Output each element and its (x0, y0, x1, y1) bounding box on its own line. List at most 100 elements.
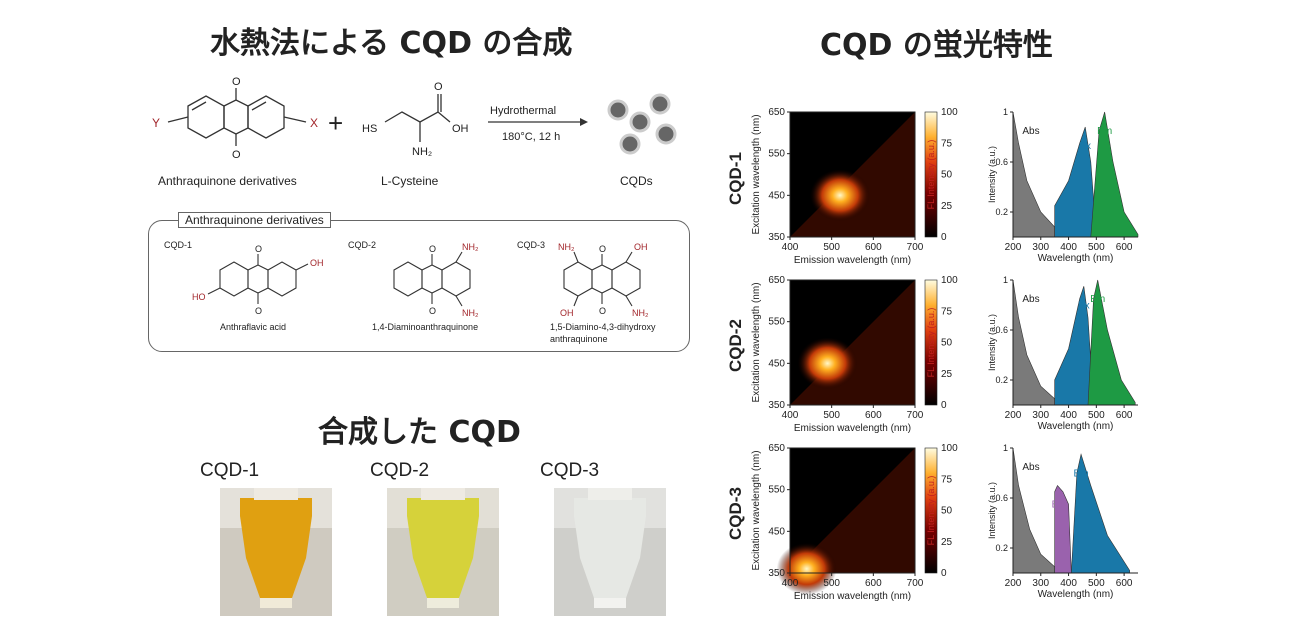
y-tick-label: 1 (1003, 443, 1008, 453)
x-axis-label: Wavelength (nm) (1038, 421, 1114, 432)
colorbar-tick-label: 75 (941, 474, 953, 485)
legend-em: Em (1090, 294, 1105, 305)
x-axis-label: Emission wavelength (nm) (794, 255, 911, 266)
y-tick-label: 650 (768, 443, 785, 454)
colorbar-tick-label: 75 (941, 306, 953, 317)
svg-text:NH₂: NH₂ (558, 242, 575, 252)
svg-text:OH: OH (634, 242, 648, 252)
y-tick-label: 1 (1003, 107, 1008, 117)
x-tick-label: 500 (1088, 242, 1105, 253)
spectrum-cqd3: Abs Ex Em 200 300 400 500 600 0.2 0.6 1 Wavelength … (987, 443, 1138, 600)
y-tick-label: 350 (768, 568, 785, 579)
x-tick-label: 600 (1116, 410, 1133, 421)
deriv-name-1: Anthraflavic acid (220, 322, 286, 332)
cqd-particles-icon (607, 93, 677, 155)
legend-abs: Abs (1022, 126, 1039, 137)
colorbar-tick-label: 100 (941, 443, 958, 454)
x-tick-label: 600 (865, 578, 882, 589)
heatmap-peak (810, 169, 870, 222)
plus-sign: + (328, 108, 343, 138)
y-tick-label: 350 (768, 232, 785, 243)
svg-text:O: O (255, 244, 262, 254)
deriv-id-1: CQD-1 (164, 240, 192, 250)
colorbar-tick-label: 50 (941, 506, 953, 517)
colorbar-label: FL Intensity (a.u.) (926, 308, 936, 378)
vial-label-2: CQD-2 (370, 460, 430, 481)
svg-text:O: O (255, 306, 262, 316)
legend-ex: Ex (1052, 500, 1064, 511)
derivatives-box-title: Anthraquinone derivatives (178, 212, 331, 228)
reaction-scheme: O O Y X Anthraquinone derivatives + HS O… (152, 76, 677, 188)
vial-label-3: CQD-3 (540, 460, 600, 481)
synthesis-title: 水熱法による CQD の合成 (210, 26, 573, 61)
legend-em: Em (1074, 468, 1089, 479)
fluorescence-title: CQD の蛍光特性 (820, 28, 1053, 63)
colorbar-tick-label: 100 (941, 107, 958, 118)
colorbar (924, 279, 938, 406)
heatmap-frame (789, 447, 916, 574)
y-tick-label: 0.2 (995, 375, 1008, 385)
y-tick-label: 0.6 (995, 325, 1008, 335)
x-tick-label: 400 (1060, 578, 1077, 589)
reactant2-label: L-Cysteine (381, 174, 439, 188)
condition-top: Hydrothermal (490, 105, 556, 117)
svg-text:NH₂: NH₂ (632, 308, 649, 318)
colorbar (924, 111, 938, 238)
x-axis-label: Wavelength (nm) (1038, 589, 1114, 600)
svg-text:NH₂: NH₂ (462, 242, 479, 252)
legend-em: Em (1097, 126, 1112, 137)
colorbar-tick-label: 50 (941, 338, 953, 349)
deriv-name-3: 1,5-Diamino-4,3-dihydroxy (550, 322, 656, 332)
x-axis-label: Emission wavelength (nm) (794, 591, 911, 602)
vial-photo-3 (554, 488, 666, 616)
y-axis-label: Excitation wavelength (nm) (751, 114, 762, 234)
heatmap-frame (789, 279, 916, 406)
y-axis-label: Excitation wavelength (nm) (751, 282, 762, 402)
substituent-x: X (310, 116, 318, 130)
legend-ex: Ex (1078, 300, 1090, 311)
svg-text:O: O (599, 244, 606, 254)
x-axis-label: Emission wavelength (nm) (794, 423, 911, 434)
x-tick-label: 600 (1116, 578, 1133, 589)
x-tick-label: 500 (1088, 410, 1105, 421)
x-tick-label: 300 (1032, 410, 1049, 421)
legend-abs: Abs (1022, 462, 1039, 473)
x-tick-label: 300 (1032, 242, 1049, 253)
vial-photo-1 (220, 488, 332, 616)
x-tick-label: 500 (823, 242, 840, 253)
x-tick-label: 700 (907, 242, 924, 253)
colorbar-tick-label: 50 (941, 170, 953, 181)
vial-photo-2 (387, 488, 499, 616)
legend-abs: Abs (1022, 294, 1039, 305)
svg-text:OH: OH (310, 258, 324, 268)
row-label-3: CQD-3 (726, 487, 745, 540)
row-label-1: CQD-1 (726, 152, 745, 205)
cysteine-hs: HS (362, 123, 377, 135)
cysteine-structure (384, 94, 451, 142)
y-tick-label: 550 (768, 317, 785, 328)
x-tick-label: 200 (1005, 242, 1022, 253)
cysteine-nh2: NH₂ (412, 146, 432, 158)
y-tick-label: 1 (1003, 275, 1008, 285)
derivatives-box (148, 220, 690, 352)
y-tick-label: 350 (768, 400, 785, 411)
x-tick-label: 700 (907, 410, 924, 421)
reactant-oxygen-bottom: O (232, 149, 241, 161)
x-tick-label: 500 (1088, 578, 1105, 589)
heatmap-region (790, 448, 915, 573)
x-tick-label: 500 (823, 410, 840, 421)
x-tick-label: 200 (1005, 578, 1022, 589)
svg-text:NH₂: NH₂ (462, 308, 479, 318)
y-tick-label: 0.2 (995, 543, 1008, 553)
reactant1-label: Anthraquinone derivatives (158, 174, 297, 188)
svg-text:OH: OH (560, 308, 574, 318)
colorbar (924, 447, 938, 574)
y-tick-label: 550 (768, 149, 785, 160)
y-axis-label: Intensity (a.u.) (987, 146, 997, 203)
x-tick-label: 300 (1032, 578, 1049, 589)
y-tick-label: 450 (768, 526, 785, 537)
